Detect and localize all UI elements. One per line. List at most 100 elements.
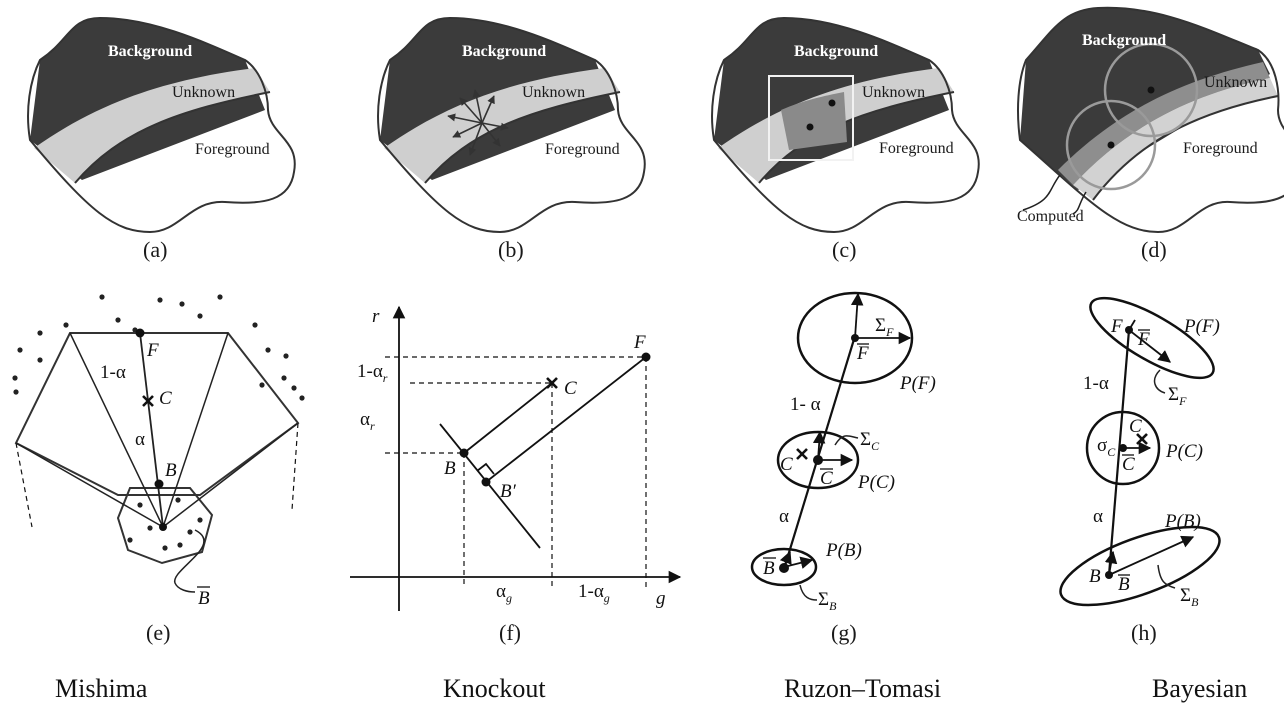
label-F-f: F bbox=[633, 332, 646, 353]
foreground-label-c: Foreground bbox=[879, 140, 954, 157]
background-label-b: Background bbox=[462, 43, 546, 60]
label-Bbar-h: B bbox=[1118, 574, 1130, 595]
label-alpha-e: α bbox=[135, 429, 145, 450]
point-F-e bbox=[135, 328, 145, 338]
computed-band bbox=[1058, 62, 1270, 185]
star-rays-icon bbox=[447, 89, 509, 156]
sample-point-2 bbox=[806, 123, 814, 131]
point-B-e bbox=[154, 479, 164, 489]
window-region bbox=[781, 92, 847, 150]
method-mishima: Mishima bbox=[55, 674, 148, 703]
sample-point-1 bbox=[828, 99, 836, 107]
point-Fbar-g bbox=[851, 334, 859, 342]
label-PC-g: P(C) bbox=[857, 472, 895, 493]
point-F-h bbox=[1125, 326, 1133, 334]
panel-f: r g 1-αr αr αg 1-αg F C B B′ (f) bbox=[350, 305, 682, 645]
label-F-h: F bbox=[1110, 316, 1123, 337]
label-F-e: F bbox=[146, 340, 159, 361]
label-C-e: C bbox=[159, 388, 172, 409]
label-PF-g: P(F) bbox=[899, 373, 936, 394]
label-r-axis: r bbox=[372, 306, 380, 327]
label-alpha-g: α bbox=[779, 506, 789, 527]
panel-h: F F P(F) ΣF 1-α σC C C P(C) α P(B) B B Σ… bbox=[1059, 296, 1221, 645]
foreground-label-a: Foreground bbox=[195, 141, 270, 158]
caption-a: (a) bbox=[143, 237, 167, 262]
label-one-minus-alpha-r: 1-αr bbox=[357, 361, 388, 385]
point-Bbar-e bbox=[159, 523, 167, 531]
label-Fbar-g: F bbox=[856, 343, 869, 364]
point-Bprime-f bbox=[481, 477, 491, 487]
background-gaussian-g bbox=[750, 547, 818, 587]
label-sigma-F-g: ΣF bbox=[875, 315, 894, 339]
label-B-e: B bbox=[165, 460, 177, 481]
point-B-h bbox=[1105, 571, 1113, 579]
caption-b: (b) bbox=[498, 237, 524, 262]
caption-g: (g) bbox=[831, 620, 857, 645]
sample-point-lower bbox=[1107, 141, 1115, 149]
computed-pointer bbox=[1022, 174, 1061, 211]
caption-e: (e) bbox=[146, 620, 170, 645]
window-circle-upper bbox=[1103, 42, 1199, 138]
caption-f: (f) bbox=[499, 620, 521, 645]
method-knockout: Knockout bbox=[443, 674, 546, 703]
point-Cbar-g bbox=[813, 455, 823, 465]
point-B-f bbox=[459, 448, 469, 458]
label-C-g: C bbox=[780, 454, 793, 475]
point-Bbar-g bbox=[779, 563, 789, 573]
caption-c: (c) bbox=[832, 237, 856, 262]
label-one-minus-alpha-e: 1-α bbox=[100, 362, 126, 383]
point-F-f bbox=[641, 352, 651, 362]
panel-g: ΣF F P(F) 1- α ΣC C C P(C) α P(B) B ΣB (… bbox=[750, 291, 936, 645]
label-Cbar-g: C bbox=[820, 468, 833, 489]
sample-point-upper bbox=[1147, 86, 1155, 94]
unknown-label-b: Unknown bbox=[522, 84, 585, 101]
panel-b: Background Unknown Foreground (b) bbox=[377, 17, 646, 262]
right-angle-mark bbox=[476, 462, 495, 475]
Bprime-to-F bbox=[485, 356, 647, 483]
label-B-h: B bbox=[1089, 566, 1101, 587]
label-PB-h: P(B) bbox=[1164, 511, 1201, 532]
background-gaussian-h bbox=[1059, 525, 1221, 607]
label-sigma-C-h: σC bbox=[1097, 435, 1116, 459]
label-Cbar-h: C bbox=[1122, 454, 1135, 475]
point-C-e bbox=[142, 395, 154, 407]
unknown-label-d: Unknown bbox=[1204, 74, 1267, 91]
label-sigma-C-g: ΣC bbox=[860, 429, 880, 453]
point-C-h bbox=[1136, 433, 1148, 445]
label-one-minus-alpha-g: 1-αg bbox=[578, 581, 610, 605]
bbar-pointer bbox=[174, 529, 205, 593]
label-C-h: C bbox=[1129, 416, 1142, 437]
label-Fbar-h: F bbox=[1137, 329, 1150, 350]
label-g-axis: g bbox=[656, 588, 666, 609]
foreground-label-b: Foreground bbox=[545, 141, 620, 158]
foreground-label-d: Foreground bbox=[1183, 140, 1258, 157]
foreground-gaussian-h bbox=[1089, 296, 1215, 380]
alpha-line-h bbox=[1107, 329, 1131, 576]
background-samples bbox=[127, 497, 203, 551]
label-alpha-g: αg bbox=[496, 581, 512, 605]
caption-h: (h) bbox=[1131, 620, 1157, 645]
background-label-a: Background bbox=[108, 43, 192, 60]
panel-d: Background Unknown Foreground Computed (… bbox=[1017, 6, 1284, 262]
B-to-C bbox=[463, 382, 553, 454]
method-ruzon-tomasi: Ruzon–Tomasi bbox=[784, 674, 941, 703]
computed-label: Computed bbox=[1017, 208, 1084, 225]
alpha-line-g bbox=[782, 335, 857, 570]
label-PB-g: P(B) bbox=[825, 540, 862, 561]
label-Bbar-e: B bbox=[198, 588, 210, 609]
panel-c: Background Unknown Foreground (c) bbox=[711, 17, 980, 262]
background-label-d: Background bbox=[1082, 32, 1166, 49]
label-sigma-B-h: ΣB bbox=[1180, 585, 1199, 609]
neighborhood-window bbox=[768, 75, 854, 161]
label-PC-h: P(C) bbox=[1165, 441, 1203, 462]
label-one-minus-alpha-h: 1-α bbox=[1083, 373, 1109, 394]
point-C-f bbox=[546, 377, 558, 389]
alpha-line-e bbox=[139, 332, 164, 528]
point-Cbar-h bbox=[1119, 444, 1127, 452]
unknown-label-c: Unknown bbox=[862, 84, 925, 101]
outline-d bbox=[1017, 6, 1284, 234]
background-label-c: Background bbox=[794, 43, 878, 60]
window-circle-lower bbox=[1065, 99, 1157, 191]
label-alpha-h: α bbox=[1093, 506, 1103, 527]
